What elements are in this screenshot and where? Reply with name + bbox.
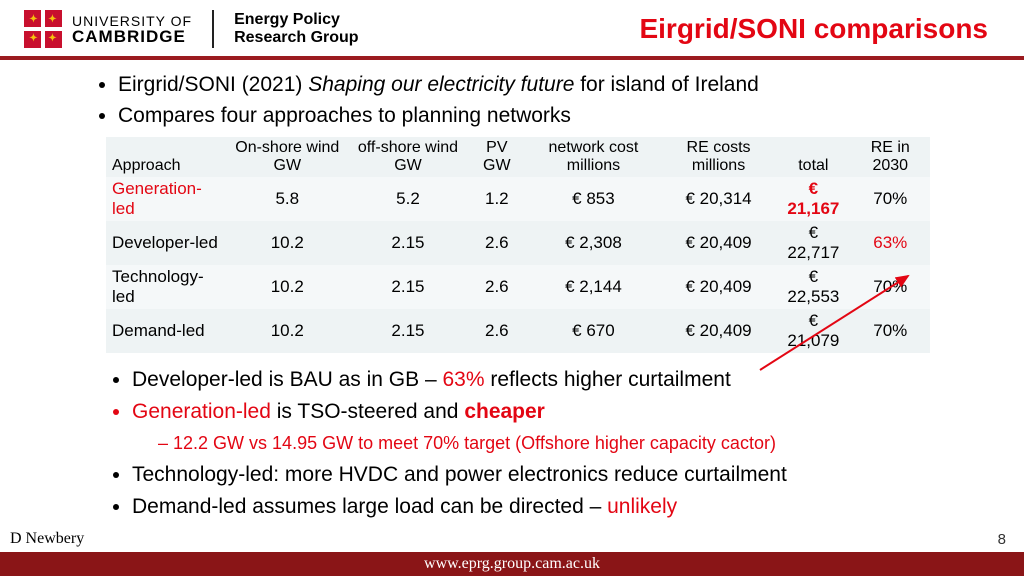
intro-bullets: Eirgrid/SONI (2021) Shaping our electric… <box>110 70 934 131</box>
uni-line1: UNIVERSITY OF <box>72 14 192 28</box>
table-cell: 2.15 <box>348 265 467 309</box>
vertical-divider <box>212 10 214 48</box>
table-cell: 2.6 <box>468 265 526 309</box>
table-cell: 5.8 <box>226 177 348 221</box>
university-name: UNIVERSITY OF CAMBRIDGE <box>72 14 192 45</box>
table-cell: 70% <box>851 309 930 353</box>
table-header: RE costs millions <box>661 137 776 177</box>
table-cell: 10.2 <box>226 309 348 353</box>
table-cell: € 22,553 <box>776 265 850 309</box>
table-cell: Developer-led <box>106 221 226 265</box>
table-cell: Demand-led <box>106 309 226 353</box>
table-cell: 2.15 <box>348 309 467 353</box>
table-cell: Generation-led <box>106 177 226 221</box>
table-cell: € 20,409 <box>661 265 776 309</box>
intro-bullet-2: Compares four approaches to planning net… <box>118 101 934 130</box>
table-cell: € 2,144 <box>526 265 661 309</box>
table-row: Technology-led10.22.152.6€ 2,144€ 20,409… <box>106 265 930 309</box>
table-header: off-shore wind GW <box>348 137 467 177</box>
table-cell: € 21,167 <box>776 177 850 221</box>
table-header: total <box>776 137 850 177</box>
table-cell: 1.2 <box>468 177 526 221</box>
table-cell: 70% <box>851 177 930 221</box>
intro-bullet-1: Eirgrid/SONI (2021) Shaping our electric… <box>118 70 934 99</box>
analysis-bullets: Developer-led is BAU as in GB – 63% refl… <box>110 365 934 523</box>
group-line1: Energy Policy <box>234 11 358 29</box>
logo-block: ✦✦✦✦ UNIVERSITY OF CAMBRIDGE Energy Poli… <box>24 10 359 48</box>
table-row: Demand-led10.22.152.6€ 670€ 20,409€ 21,0… <box>106 309 930 353</box>
comparison-table: ApproachOn-shore wind GWoff-shore wind G… <box>106 137 930 353</box>
table-cell: € 853 <box>526 177 661 221</box>
analysis-technology-led: Technology-led: more HVDC and power elec… <box>132 460 934 490</box>
table-cell: 5.2 <box>348 177 467 221</box>
table-cell: € 670 <box>526 309 661 353</box>
research-group-name: Energy Policy Research Group <box>234 11 358 46</box>
table-header: RE in 2030 <box>851 137 930 177</box>
table-row: Generation-led5.85.21.2€ 853€ 20,314€ 21… <box>106 177 930 221</box>
table-cell: 70% <box>851 265 930 309</box>
uni-line2: CAMBRIDGE <box>72 28 192 45</box>
table-cell: 10.2 <box>226 221 348 265</box>
table-cell: € 2,308 <box>526 221 661 265</box>
table-cell: € 22,717 <box>776 221 850 265</box>
analysis-generation-led: Generation-led is TSO-steered and cheape… <box>132 397 934 456</box>
table-header: Approach <box>106 137 226 177</box>
table-cell: 2.15 <box>348 221 467 265</box>
table-header: network cost millions <box>526 137 661 177</box>
group-line2: Research Group <box>234 29 358 47</box>
slide-title: Eirgrid/SONI comparisons <box>639 13 1000 45</box>
table-cell: 63% <box>851 221 930 265</box>
table-cell: Technology-led <box>106 265 226 309</box>
page-number: 8 <box>998 531 1006 548</box>
table-cell: € 20,409 <box>661 221 776 265</box>
table-header: PV GW <box>468 137 526 177</box>
analysis-demand-led: Demand-led assumes large load can be dir… <box>132 492 934 522</box>
table-header: On-shore wind GW <box>226 137 348 177</box>
author-label: D Newbery <box>10 530 84 548</box>
cambridge-crest-icon: ✦✦✦✦ <box>24 10 62 48</box>
table-cell: € 21,079 <box>776 309 850 353</box>
table-cell: 2.6 <box>468 309 526 353</box>
footer-url: www.eprg.group.cam.ac.uk <box>0 552 1024 576</box>
table-cell: 2.6 <box>468 221 526 265</box>
table-cell: 10.2 <box>226 265 348 309</box>
analysis-sub-bullet: 12.2 GW vs 14.95 GW to meet 70% target (… <box>158 430 934 456</box>
slide-content: Eirgrid/SONI (2021) Shaping our electric… <box>0 70 1024 523</box>
slide-header: ✦✦✦✦ UNIVERSITY OF CAMBRIDGE Energy Poli… <box>0 0 1024 56</box>
header-rule <box>0 56 1024 60</box>
analysis-developer-led: Developer-led is BAU as in GB – 63% refl… <box>132 365 934 395</box>
table-cell: € 20,409 <box>661 309 776 353</box>
table-row: Developer-led10.22.152.6€ 2,308€ 20,409€… <box>106 221 930 265</box>
table-cell: € 20,314 <box>661 177 776 221</box>
